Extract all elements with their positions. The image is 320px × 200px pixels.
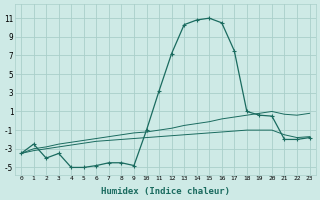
X-axis label: Humidex (Indice chaleur): Humidex (Indice chaleur) xyxy=(101,187,230,196)
